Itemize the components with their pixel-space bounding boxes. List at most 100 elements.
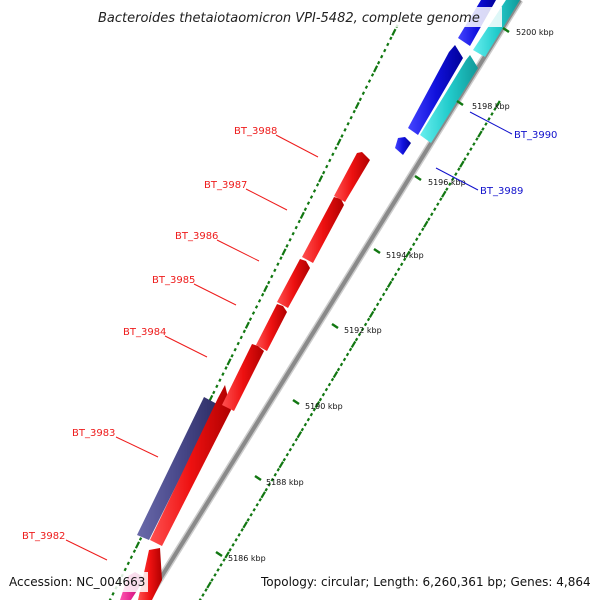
blue-cds-bt3989	[395, 137, 411, 155]
gc-dot-right-mark	[448, 182, 452, 187]
gc-dot-right-mark	[439, 197, 443, 202]
gc-dot-left-mark	[303, 207, 308, 212]
gc-dot-left-mark	[263, 285, 269, 293]
kbp-tick-label: 5188 kbp	[266, 478, 304, 487]
gc-dot-left-mark	[285, 244, 289, 248]
map-title: Bacteroides thetaiotaomicron VPI-5482, c…	[98, 11, 480, 26]
gc-dot-right-mark	[306, 417, 311, 422]
red-cds-bt3984	[222, 344, 264, 411]
gc-dot-right-mark	[350, 340, 357, 349]
gc-dot-right-mark	[348, 347, 353, 352]
gc-dot-right-mark	[451, 177, 455, 182]
gc-dot-right-mark	[204, 588, 208, 592]
gc-dot-left-mark	[267, 280, 271, 285]
gc-dot-left-mark	[373, 65, 379, 73]
gc-dot-right-mark	[206, 581, 212, 589]
gc-dot-left-mark	[318, 175, 324, 183]
gc-dot-right-mark	[436, 202, 440, 207]
gc-dot-right-mark	[423, 220, 429, 228]
gc-dot-left-mark	[270, 274, 274, 279]
gc-dot-right-mark	[252, 507, 256, 512]
gene-leader-line	[435, 167, 479, 191]
gc-dot-right-mark	[404, 250, 411, 258]
gc-dot-right-mark	[469, 147, 473, 151]
gc-dot-right-mark	[219, 563, 223, 567]
gc-dot-left-mark	[358, 97, 362, 102]
kbp-tick-label: 5196 kbp	[428, 178, 466, 187]
kbp-tick-mark	[502, 26, 510, 34]
gc-dot-right-mark	[457, 167, 461, 171]
gc-dot-right-mark	[224, 551, 230, 559]
gc-dot-left-mark	[129, 555, 134, 560]
gc-dot-left-mark	[288, 237, 292, 242]
gc-dot-left-mark	[123, 567, 127, 572]
gc-dot-right-mark	[386, 280, 393, 288]
kbp-tick-label: 5192 kbp	[344, 326, 382, 335]
red-cds-bt3985	[256, 304, 287, 351]
gc-dot-right-mark	[314, 401, 321, 409]
gc-dot-left-mark	[346, 121, 350, 126]
gc-dot-right-mark	[242, 521, 248, 529]
gc-dot-right-mark	[366, 317, 371, 322]
red-cds-bt3988	[334, 152, 370, 202]
gc-dot-left-mark	[239, 335, 243, 340]
gene-leader-line	[115, 436, 159, 458]
gc-dot-right-mark	[278, 461, 285, 469]
gene-leader-line	[193, 283, 237, 306]
gc-dot-right-mark	[475, 137, 479, 141]
gc-dot-right-mark	[493, 107, 497, 111]
cyan-feature-upper	[473, 0, 520, 57]
kbp-tick-mark	[254, 474, 262, 482]
summary-backdrop	[255, 572, 595, 592]
gc-dot-right-mark	[430, 212, 434, 217]
gc-dot-left-mark	[386, 42, 390, 47]
gc-dot-right-mark	[210, 578, 214, 582]
gc-dot-right-mark	[318, 397, 323, 402]
gc-dot-right-mark	[267, 482, 271, 487]
gc-dot-left-mark	[370, 73, 375, 77]
gene-leader-line	[65, 539, 108, 561]
gc-dot-right-mark	[246, 517, 250, 522]
gc-dot-left-mark	[215, 384, 219, 389]
gc-dot-right-mark	[445, 187, 449, 192]
kbp-tick-label: 5198 kbp	[472, 102, 510, 111]
gc-dot-right-mark	[264, 487, 268, 492]
gc-dot-left-mark	[364, 85, 369, 89]
gc-dot-right-mark	[384, 287, 389, 292]
gc-dot-right-mark	[459, 160, 465, 168]
gc-dot-left-mark	[273, 268, 277, 273]
forward-features	[120, 152, 370, 600]
gc-dot-left-mark	[367, 79, 372, 83]
gc-dot-right-mark	[412, 242, 416, 247]
gc-dot-right-mark	[360, 327, 365, 332]
gc-dot-right-mark	[294, 437, 299, 442]
kbp-ticks: 5200 kbp 5198 kbp 5196 kbp 5194 kbp 5192 kbp…	[215, 26, 554, 563]
gc-dot-right-mark	[321, 392, 326, 397]
gc-dot-left-mark	[349, 115, 353, 120]
gene-label-bt-3985: BT_3985	[152, 275, 195, 286]
gc-dot-right-mark	[402, 257, 407, 262]
kbp-tick-mark	[456, 99, 464, 107]
gc-dot-left-mark	[233, 347, 237, 352]
gc-dot-left-mark	[218, 378, 222, 383]
kbp-tick-mark	[292, 398, 300, 406]
gc-dot-left-mark	[294, 225, 298, 230]
gc-dot-left-mark	[354, 101, 360, 110]
gc-dot-right-mark	[276, 467, 280, 472]
gc-dots-right-track	[198, 100, 501, 600]
gc-dot-right-mark	[234, 538, 238, 542]
gc-dot-right-mark	[393, 272, 398, 277]
gc-dot-right-mark	[282, 457, 286, 462]
gc-dot-right-mark	[216, 568, 220, 572]
gc-dot-left-mark	[134, 541, 141, 549]
gc-dot-right-mark	[237, 533, 241, 537]
gc-dot-right-mark	[249, 512, 253, 517]
gene-leader-line	[469, 111, 513, 135]
gc-dot-right-mark	[368, 310, 375, 318]
gc-dot-right-mark	[381, 292, 386, 297]
gc-dot-right-mark	[441, 190, 447, 198]
accession-text: Accession: NC_004663	[9, 575, 145, 589]
gc-dot-left-mark	[343, 128, 347, 132]
gc-dot-right-mark	[484, 122, 488, 126]
